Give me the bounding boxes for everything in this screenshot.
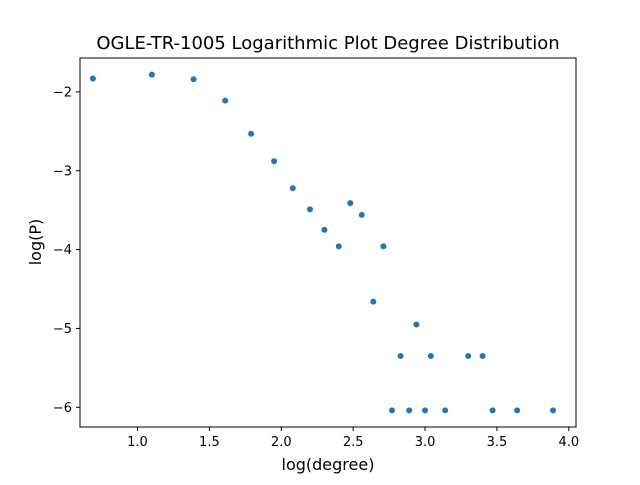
data-point [389, 407, 395, 414]
data-point [271, 158, 278, 165]
data-point [335, 243, 342, 250]
data-point [222, 97, 229, 104]
x-axis-ticks: 1.0 1.5 2.0 2.5 3.0 3.5 4.0 [127, 427, 579, 450]
data-point [465, 353, 472, 359]
x-tick-label: 3.0 [415, 435, 436, 450]
data-point [370, 298, 377, 305]
data-point [248, 130, 255, 137]
data-point [307, 206, 313, 213]
y-tick-label: −5 [53, 322, 72, 337]
plot-area [80, 58, 576, 427]
y-tick-label: −4 [53, 243, 72, 258]
y-axis-label: log(P) [26, 219, 45, 266]
data-point [406, 407, 413, 414]
data-point [489, 407, 496, 414]
data-point [190, 76, 197, 83]
data-point [397, 353, 404, 359]
data-point [479, 353, 486, 359]
y-tick-label: −6 [53, 401, 72, 416]
plot-frame [79, 57, 577, 428]
x-tick-label: 3.5 [487, 435, 508, 450]
data-point [427, 353, 434, 359]
data-point [442, 407, 449, 414]
data-point [148, 71, 155, 78]
data-point [321, 226, 328, 233]
data-point [289, 185, 296, 192]
x-axis-label: log(degree) [282, 455, 375, 474]
data-point [550, 407, 556, 414]
data-point [380, 243, 387, 250]
x-tick-label: 2.5 [343, 435, 364, 450]
y-tick-label: −3 [53, 164, 72, 179]
x-tick-label: 4.0 [558, 435, 579, 450]
y-tick-label: −2 [53, 85, 72, 100]
data-point [514, 407, 521, 414]
data-point [89, 75, 96, 82]
data-point [422, 407, 428, 414]
x-tick-label: 1.0 [127, 435, 148, 450]
scatter-points [89, 71, 556, 414]
x-tick-label: 2.0 [271, 435, 292, 450]
data-point [358, 211, 365, 218]
chart-title: OGLE-TR-1005 Logarithmic Plot Degree Dis… [96, 33, 559, 54]
data-point [347, 200, 354, 207]
y-axis-ticks: −2 −3 −4 −5 −6 [53, 85, 80, 416]
data-point [413, 321, 420, 328]
x-tick-label: 1.5 [199, 435, 220, 450]
